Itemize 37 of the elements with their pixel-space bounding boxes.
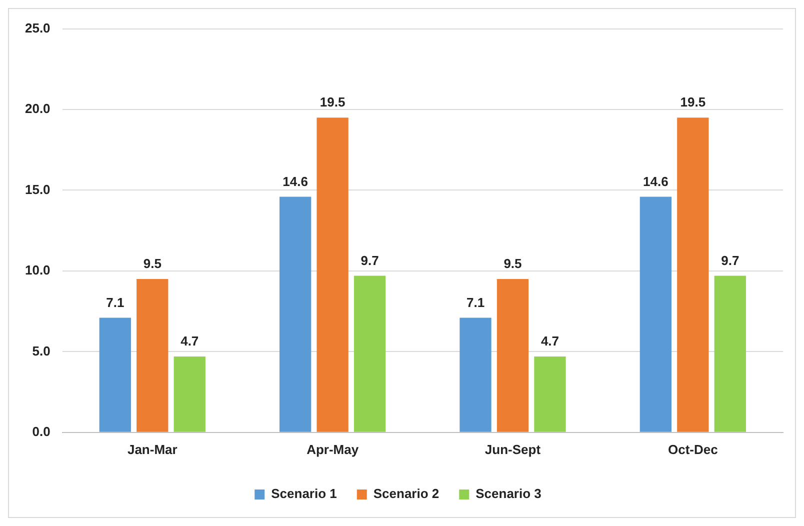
data-label: 19.5 [320,94,346,110]
data-label: 14.6 [282,174,308,189]
y-tick-label: 20.0 [24,101,50,116]
bar [174,356,206,432]
y-tick-label: 25.0 [24,20,50,36]
data-label: 9.5 [143,256,162,272]
bar [714,276,746,432]
bar [99,318,131,432]
y-tick-label: 5.0 [32,343,50,358]
data-label: 19.5 [680,94,706,110]
y-tick-label: 0.0 [32,424,50,439]
data-label: 14.6 [643,174,668,189]
bar [677,118,709,432]
legend-label: Scenario 3 [476,486,542,502]
x-tick-label: Jan-Mar [127,442,178,457]
bar [496,279,529,432]
data-label: 7.1 [466,294,485,310]
data-label: 9.7 [721,252,740,268]
legend-label: Scenario 1 [271,486,337,502]
data-label: 4.7 [180,334,199,349]
data-label: 4.7 [540,334,560,349]
y-tick-label: 15.0 [24,182,50,197]
bar [640,196,672,432]
bar [136,279,168,432]
x-tick-label: Apr-May [306,442,360,457]
data-label: 9.7 [360,252,379,268]
bar [534,356,566,432]
data-label: 7.1 [106,294,124,310]
bar [316,118,348,432]
bar [354,276,386,432]
bar [280,196,312,432]
x-tick-label: Jun-Sept [484,442,542,457]
bar [460,318,492,432]
y-tick-label: 10.0 [24,262,50,278]
data-label: 9.5 [504,256,522,272]
x-tick-label: Oct-Dec [668,442,718,457]
legend-label: Scenario 2 [373,486,440,502]
